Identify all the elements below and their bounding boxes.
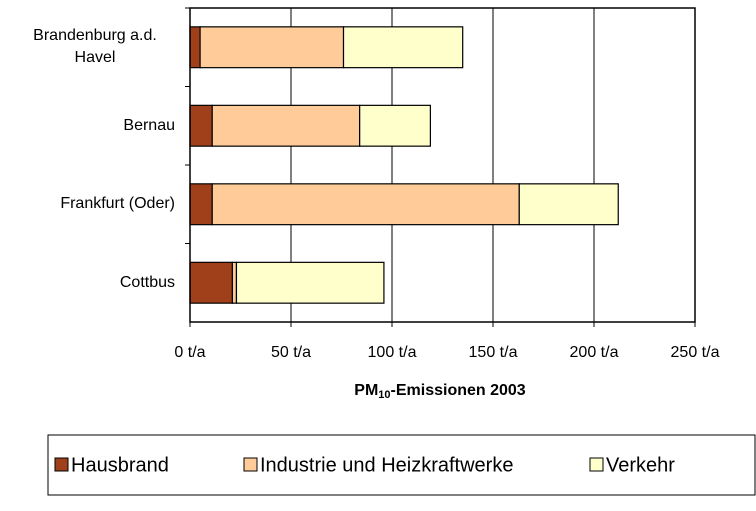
legend-swatch (243, 457, 258, 472)
x-tick-label: 200 t/a (570, 344, 619, 361)
bar-segment (235, 261, 385, 304)
y-tick-label: Brandenburg a.d. Havel (0, 25, 175, 69)
legend-swatch (54, 457, 69, 472)
bar-segment (518, 183, 619, 226)
y-tick-label: Frankfurt (Oder) (0, 193, 175, 215)
legend-label: Industrie und Heizkraftwerke (260, 454, 513, 476)
bar-segment (189, 261, 234, 304)
legend-label: Verkehr (606, 454, 675, 476)
y-tick-label-text: Frankfurt (Oder) (60, 195, 175, 213)
x-tick-label: 0 t/a (174, 344, 205, 361)
x-tick-label: 150 t/a (469, 344, 518, 361)
y-tick-label-text: Bernau (123, 116, 175, 134)
y-tick-label-text: Brandenburg a.d. Havel (33, 27, 157, 67)
y-tick-label-text: Cottbus (119, 273, 175, 291)
bar-segment (211, 183, 520, 226)
bar-segment (211, 104, 361, 147)
x-tick-label: 250 t/a (671, 344, 720, 361)
bar-segment (231, 261, 238, 304)
x-axis-title-main: PM (354, 382, 378, 399)
bar-segment (359, 104, 431, 147)
plot-border (189, 7, 696, 323)
bar-segment (342, 26, 464, 69)
bar-segment (189, 26, 201, 69)
x-tick-label: 50 t/a (271, 344, 311, 361)
y-tick-label: Cottbus (0, 272, 175, 294)
legend-box (47, 434, 756, 496)
bar-segment (199, 26, 345, 69)
x-tick-label: 100 t/a (368, 344, 417, 361)
x-axis-title-sub: 10 (378, 389, 390, 401)
legend-label: Hausbrand (71, 454, 169, 476)
bar-segment (189, 104, 213, 147)
x-axis-title-rest: -Emissionen 2003 (391, 382, 526, 399)
legend-swatch (589, 457, 604, 472)
y-tick-label: Bernau (0, 115, 175, 137)
x-axis-title: PM10-Emissionen 2003 (354, 382, 526, 401)
bar-segment (189, 183, 213, 226)
